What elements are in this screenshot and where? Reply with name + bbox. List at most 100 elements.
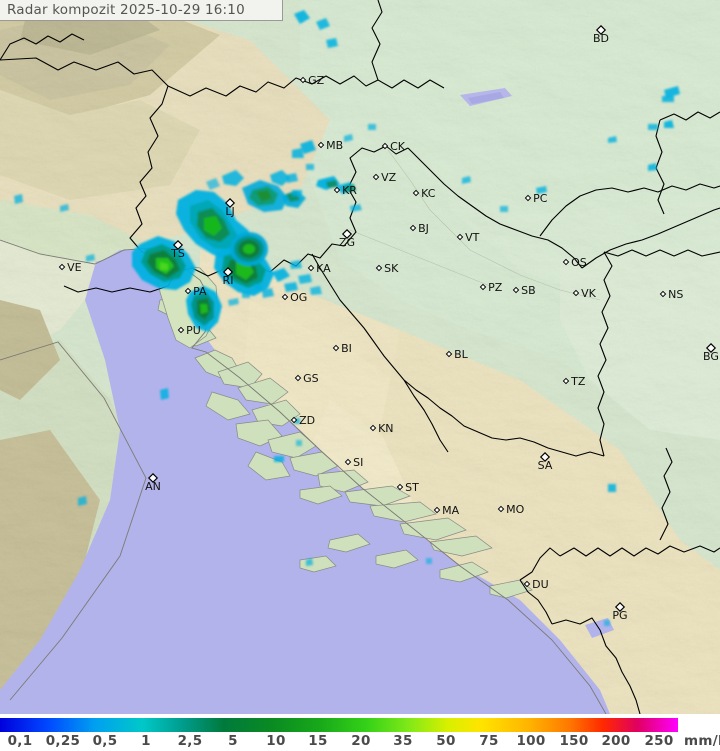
echo-isolated-south [14,194,616,626]
city-marker-pg[interactable]: PG [612,601,628,622]
city-diamond-icon [344,458,352,466]
city-marker-ri[interactable]: RI [223,266,234,287]
city-diamond-icon [224,197,236,209]
city-diamond-icon [281,293,289,301]
city-marker-vk[interactable]: VK [572,287,597,300]
tick-label: 1 [141,733,151,749]
city-diamond-icon [294,374,302,382]
city-label: SI [353,456,363,469]
city-marker-zg[interactable]: ZG [339,228,355,249]
city-label: MB [326,139,343,152]
city-marker-st[interactable]: ST [396,481,419,494]
hydrography [349,149,601,301]
city-marker-pc[interactable]: PC [524,192,548,205]
city-diamond-icon [412,189,420,197]
city-marker-sa[interactable]: SA [538,451,553,472]
echo-cluster-trieste [132,236,196,290]
city-marker-zd[interactable]: ZD [290,414,315,427]
echo-scattered-central [228,260,322,306]
city-marker-vz[interactable]: VZ [372,171,397,184]
tick-label: 20 [351,733,371,749]
city-marker-ve[interactable]: VE [58,261,82,274]
city-marker-ns[interactable]: NS [659,288,683,301]
city-marker-kr[interactable]: KR [333,184,357,197]
city-marker-du[interactable]: DU [523,578,549,591]
city-marker-mo[interactable]: MO [497,503,525,516]
city-label: VK [581,287,597,300]
city-marker-mb[interactable]: MB [317,139,343,152]
city-diamond-icon [409,224,417,232]
tick-label: 5 [228,733,238,749]
tick-label: 100 [516,733,546,749]
city-label: KA [316,262,331,275]
city-marker-og[interactable]: OG [281,291,307,304]
city-label: OG [290,291,307,304]
city-marker-pa[interactable]: PA [184,285,207,298]
city-markers: BD GZ MB CK LJ VZ KR KC PC ZG BJ VT TS VE RI KA SK OS PZ SB… [58,24,719,622]
city-marker-an[interactable]: AN [145,472,161,493]
city-label: PC [533,192,548,205]
city-diamond-icon [445,350,453,358]
city-label: BG [703,350,719,363]
echo-cell-gorski-kotar [230,232,268,266]
city-label: OS [571,256,587,269]
city-marker-kn[interactable]: KN [369,422,394,435]
tick-label: 50 [436,733,456,749]
city-marker-ka[interactable]: KA [307,262,331,275]
city-marker-sb[interactable]: SB [512,284,536,297]
city-label: ZG [339,236,355,249]
city-marker-os[interactable]: OS [562,256,587,269]
city-diamond-icon [369,424,377,432]
legend-unit: mm/h [684,733,720,749]
tick-label: 250 [644,733,674,749]
city-label: BI [341,342,352,355]
city-label: VT [465,231,480,244]
echo-scattered-ljubljana [206,170,306,212]
city-label: PA [193,285,207,298]
city-marker-lj[interactable]: LJ [224,197,236,218]
city-diamond-icon [562,377,570,385]
echo-cluster-slovenia [176,190,256,262]
city-label: KC [421,187,436,200]
city-marker-sk[interactable]: SK [375,262,399,275]
city-diamond-icon [572,289,580,297]
city-label: PU [186,324,201,337]
tick-label: 10 [266,733,286,749]
city-label: TS [170,247,185,260]
city-marker-ck[interactable]: CK [381,140,406,153]
city-label: KN [378,422,393,435]
city-diamond-icon [317,141,325,149]
city-label: GS [303,372,319,385]
city-diamond-icon [523,580,531,588]
city-label: GZ [308,74,325,87]
city-diamond-icon [184,287,192,295]
city-marker-bg[interactable]: BG [703,342,719,363]
city-label: SK [384,262,399,275]
city-marker-tz[interactable]: TZ [562,375,586,388]
city-marker-gs[interactable]: GS [294,372,319,385]
city-marker-bd[interactable]: BD [593,24,609,45]
city-marker-ma[interactable]: MA [433,504,460,517]
city-marker-ts[interactable]: TS [170,239,185,260]
city-label: MO [506,503,524,516]
city-marker-kc[interactable]: KC [412,187,436,200]
city-marker-pz[interactable]: PZ [479,281,503,294]
city-label: MA [442,504,459,517]
city-diamond-icon [333,186,341,194]
city-label: AN [145,480,161,493]
city-marker-si[interactable]: SI [344,456,363,469]
city-label: SA [538,459,553,472]
tick-label: 75 [479,733,499,749]
city-marker-bi[interactable]: BI [332,342,352,355]
city-marker-bl[interactable]: BL [445,348,469,361]
radar-map[interactable]: BD GZ MB CK LJ VZ KR KC PC ZG BJ VT TS VE RI KA SK OS PZ SB… [0,0,720,714]
city-label: TZ [570,375,586,388]
city-diamond-icon [433,506,441,514]
colorbar [0,718,678,732]
city-marker-vt[interactable]: VT [456,231,480,244]
city-marker-bj[interactable]: BJ [409,222,429,235]
city-marker-pu[interactable]: PU [177,324,201,337]
city-label: VE [67,261,82,274]
city-diamond-icon [562,258,570,266]
city-marker-gz[interactable]: GZ [299,74,325,87]
